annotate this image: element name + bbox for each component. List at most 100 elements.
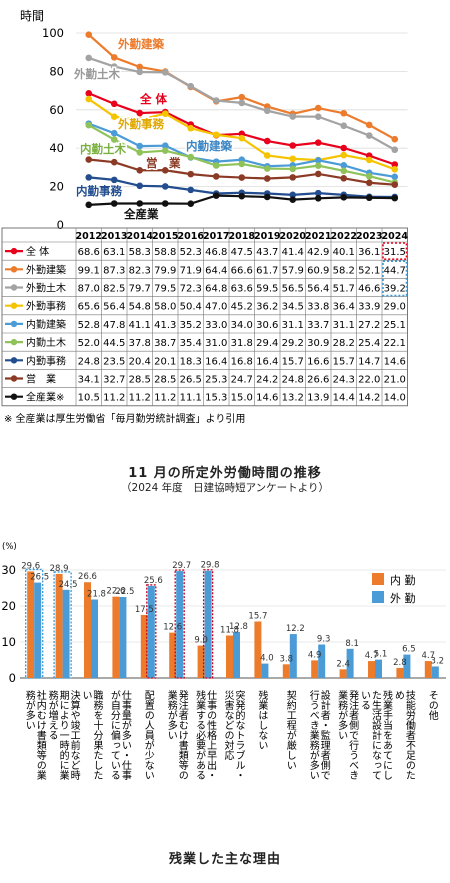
table-cell: 63.1 (103, 247, 125, 258)
data-point (391, 146, 399, 154)
bar-value-label: 3.2 (431, 656, 445, 666)
data-point (391, 194, 399, 202)
year-header: 2018 (229, 231, 256, 242)
table-cell: 36.2 (256, 302, 278, 313)
table-cell: 51.7 (333, 284, 355, 295)
category-label: いる (359, 690, 370, 710)
table-cell: 15.7 (282, 356, 304, 367)
category-label: 社内むけ書類等の業 (34, 689, 46, 781)
table-cell: 65.6 (78, 302, 100, 313)
bar-value-label: 8.1 (345, 639, 359, 649)
table-cell: 14.4 (333, 393, 355, 404)
data-point (314, 113, 322, 121)
bar-value-label: 4.7 (422, 651, 436, 661)
category-label: 発注者むけ書類等の (176, 689, 188, 780)
data-point (263, 137, 271, 145)
category-label: 業務が多い (165, 689, 177, 740)
category-label: 残業手当をあてにし (381, 689, 393, 780)
table-cell: 47.5 (231, 247, 253, 258)
year-header: 2015 (152, 231, 178, 242)
series-label-gaikin_kenchiku: 外勤建築 (117, 37, 164, 51)
table-cell: 43.7 (256, 247, 278, 258)
bar-value-label: 2.8 (393, 658, 407, 668)
table-cell: 11.1 (180, 393, 202, 404)
data-point (263, 193, 271, 201)
bar-gaikin (62, 589, 70, 678)
row-label: 外勤事務 (26, 300, 66, 313)
table-cell: 79.7 (129, 284, 151, 295)
table-cell: 31.8 (231, 338, 253, 349)
data-point (391, 166, 399, 173)
data-point (289, 191, 297, 199)
table-cell: 30.6 (256, 320, 278, 331)
highlight-box (146, 584, 157, 679)
table-cell: 35.2 (180, 320, 202, 331)
bar-naikin (55, 573, 63, 678)
bar-gaikin (119, 597, 127, 678)
category-label: 職務を十分果たした (91, 690, 103, 780)
category-label: 決算や竣工前など時 (68, 690, 80, 780)
highlight-box (53, 571, 72, 679)
data-point (85, 31, 93, 39)
y-tick-label: 40 (49, 141, 64, 155)
table-cell: 99.1 (78, 265, 100, 276)
legend-marker (10, 357, 18, 364)
data-point (238, 192, 246, 200)
bar-value-label: 29.6 (21, 561, 40, 571)
data-point (314, 104, 322, 112)
table-cell: 20.1 (154, 356, 176, 367)
table-cell: 52.8 (78, 320, 100, 331)
highlight-box-blue (382, 260, 408, 297)
series-label-naikin_doboku: 内勤土木 (80, 142, 126, 156)
bar-gaikin (204, 570, 212, 678)
table-cell: 11.2 (154, 393, 176, 404)
category-label: 仕事の性格上早出・ (205, 689, 217, 780)
year-header: 2022 (331, 231, 357, 242)
table-cell: 14.7 (358, 356, 380, 367)
row-label: 内勤建築 (26, 318, 66, 331)
table-cell: 13.2 (282, 393, 304, 404)
table-cell: 33.9 (358, 302, 380, 313)
bar-value-label: 11.8 (220, 626, 239, 636)
table-cell: 64.4 (205, 265, 227, 276)
data-point (391, 173, 399, 181)
bar-naikin (396, 667, 404, 678)
bar-gaikin (34, 582, 42, 678)
data-point (340, 167, 348, 175)
bar-naikin (226, 635, 233, 678)
data-point (314, 170, 322, 178)
bar-value-label: 6.5 (402, 645, 416, 655)
legend-label: 内 勤 (390, 573, 416, 587)
bar-value-label: 12.2 (286, 624, 305, 634)
line-chart-title: 11 月の所定外労働時間の推移 (128, 466, 322, 481)
series-label-all: 全 体 (139, 92, 168, 106)
series-label-zensangyo: 全産業 (123, 207, 159, 221)
bar-value-label: 9.3 (317, 635, 331, 645)
data-point (136, 149, 144, 156)
data-point (187, 170, 195, 178)
data-point (110, 113, 118, 121)
y-tick-label: 20 (49, 180, 64, 194)
table-cell: 11.2 (129, 393, 151, 404)
bar-gaikin (431, 666, 439, 678)
table-cell: 14.6 (384, 356, 406, 367)
category-label: 行うべき業務が多い (307, 689, 319, 780)
data-point (85, 121, 93, 129)
legend-marker (10, 338, 18, 346)
highlight-box (202, 569, 214, 679)
data-point (136, 200, 144, 207)
data-point (110, 200, 118, 207)
table-cell: 58.2 (333, 265, 355, 276)
bar-value-label: 12.8 (229, 622, 248, 632)
table-cell: 87.0 (78, 284, 100, 295)
table-cell: 52.3 (180, 247, 202, 258)
data-point (263, 107, 271, 115)
bar-naikin (424, 661, 432, 678)
table-cell: 22.1 (384, 338, 406, 349)
table-cell: 46.6 (358, 284, 380, 295)
table-cell: 38.7 (154, 338, 176, 349)
table-cell: 36.1 (358, 247, 380, 258)
year-header: 2013 (101, 231, 127, 242)
table-cell: 28.2 (333, 338, 355, 349)
bar-naikin (311, 660, 319, 678)
